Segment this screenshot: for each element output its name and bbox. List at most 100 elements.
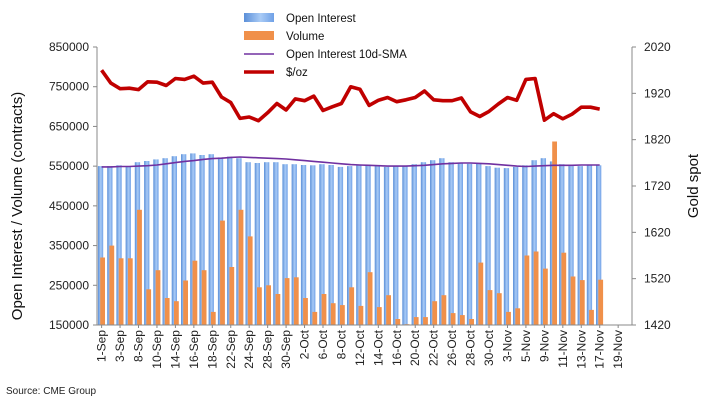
volume-bar [155, 270, 161, 325]
x-tick-label: 10-Sep [150, 330, 164, 369]
volume-bar [109, 245, 115, 325]
x-tick-label: 13-Nov [574, 330, 588, 369]
legend-label: Open Interest [286, 13, 356, 25]
right-tick-label: 1420 [644, 318, 671, 332]
open-interest-bar [513, 166, 519, 325]
volume-bar [579, 280, 585, 325]
open-interest-bar [337, 166, 344, 325]
open-interest-bar [300, 165, 307, 325]
open-interest-bar [273, 162, 279, 325]
x-tick-label: 11-Nov [556, 330, 570, 368]
volume-bar [275, 294, 281, 325]
volume-bar [247, 236, 253, 325]
volume-bar [210, 311, 216, 325]
open-interest-bar [531, 160, 537, 325]
open-interest-bar [328, 165, 334, 325]
open-interest-bar [402, 166, 408, 325]
open-interest-bar [282, 164, 288, 325]
volume-bar [349, 287, 355, 325]
x-tick-label: 5-Nov [519, 330, 533, 362]
volume-bar [432, 301, 438, 325]
volume-bar [450, 313, 456, 325]
volume-bar [413, 317, 419, 325]
legend: Open Interest Volume Open Interest 10d-SMA… [244, 13, 407, 79]
open-interest-bar [586, 165, 593, 325]
open-interest-bar [144, 161, 150, 325]
open-interest-bar [199, 155, 205, 325]
open-interest-bar [190, 153, 196, 325]
x-tick-label: 8-Oct [334, 329, 348, 359]
x-tick-label: 3-Sep [113, 330, 127, 362]
volume-bar [229, 267, 235, 325]
volume-bar [478, 262, 484, 325]
open-interest-bar [319, 164, 325, 325]
volume-bar [118, 258, 124, 325]
volume-bar [376, 307, 382, 325]
x-tick-label: 6-Oct [316, 329, 330, 359]
gold-price-line [100, 69, 601, 123]
volume-bar [570, 276, 576, 325]
volume-bar [201, 270, 207, 325]
open-interest-bar [577, 166, 583, 325]
volume-bar [238, 209, 244, 325]
volume-bar [367, 272, 373, 325]
open-interest-bar [162, 158, 168, 325]
open-interest-bar [430, 160, 436, 325]
open-interest-bar [540, 158, 546, 325]
open-interest-bar [494, 167, 500, 325]
open-interest-bar [171, 156, 177, 325]
open-interest-bar [503, 168, 510, 325]
volume-bar [460, 315, 465, 325]
left-tick-label: 350000 [49, 239, 89, 253]
volume-bar [220, 220, 225, 325]
left-tick-label: 550000 [49, 159, 89, 173]
volume-bar [469, 319, 474, 325]
x-tick-label: 16-Sep [187, 330, 201, 369]
x-tick-label: 28-Sep [261, 330, 275, 369]
right-tick-label: 1520 [644, 272, 671, 286]
x-tick-label: 18-Sep [205, 330, 219, 369]
x-tick-label: 24-Sep [242, 330, 256, 369]
volume-bar [174, 301, 179, 325]
right-tick-label: 1620 [644, 225, 671, 239]
x-tick-label: 1-Sep [95, 330, 109, 362]
volume-bar [515, 308, 521, 325]
open-interest-bar [439, 158, 445, 325]
volume-bar [321, 294, 327, 325]
right-axis-title: Gold spot [685, 153, 702, 218]
volume-bar [266, 285, 271, 325]
open-interest-bar [411, 164, 417, 325]
left-tick-label: 850000 [49, 40, 89, 54]
legend-label: Volume [286, 31, 324, 43]
x-tick-label: 22-Sep [224, 330, 238, 369]
legend-swatch-volume [244, 31, 274, 40]
open-interest-bar [153, 159, 159, 325]
open-interest-bar [374, 166, 380, 325]
bars-layer [97, 141, 604, 325]
volume-bar [312, 311, 318, 325]
open-interest-bar [466, 163, 473, 325]
volume-bar [395, 319, 401, 325]
volume-bar [293, 277, 299, 325]
volume-bar [340, 305, 345, 325]
open-interest-bar [181, 154, 187, 325]
legend-label: Open Interest 10d-SMA [286, 49, 407, 61]
legend-label: $/oz [286, 67, 308, 79]
volume-bar [137, 209, 142, 325]
axes-layer: 150000 250000 350000 450000 550000 650000 7500… [9, 40, 702, 369]
volume-bar [183, 280, 188, 325]
volume-bar [589, 309, 594, 325]
x-tick-label: 30-Sep [279, 330, 293, 369]
open-interest-bar [522, 165, 528, 325]
volume-bar [127, 258, 133, 325]
x-tick-label: 30-Oct [482, 329, 496, 366]
volume-bar [506, 311, 511, 325]
lines-layer [100, 69, 601, 168]
open-interest-bar [448, 162, 454, 325]
open-interest-bar [264, 162, 270, 325]
x-tick-label: 8-Sep [132, 330, 146, 362]
volume-bar [561, 252, 567, 325]
left-tick-label: 150000 [49, 318, 89, 332]
x-tick-label: 28-Oct [464, 329, 478, 366]
